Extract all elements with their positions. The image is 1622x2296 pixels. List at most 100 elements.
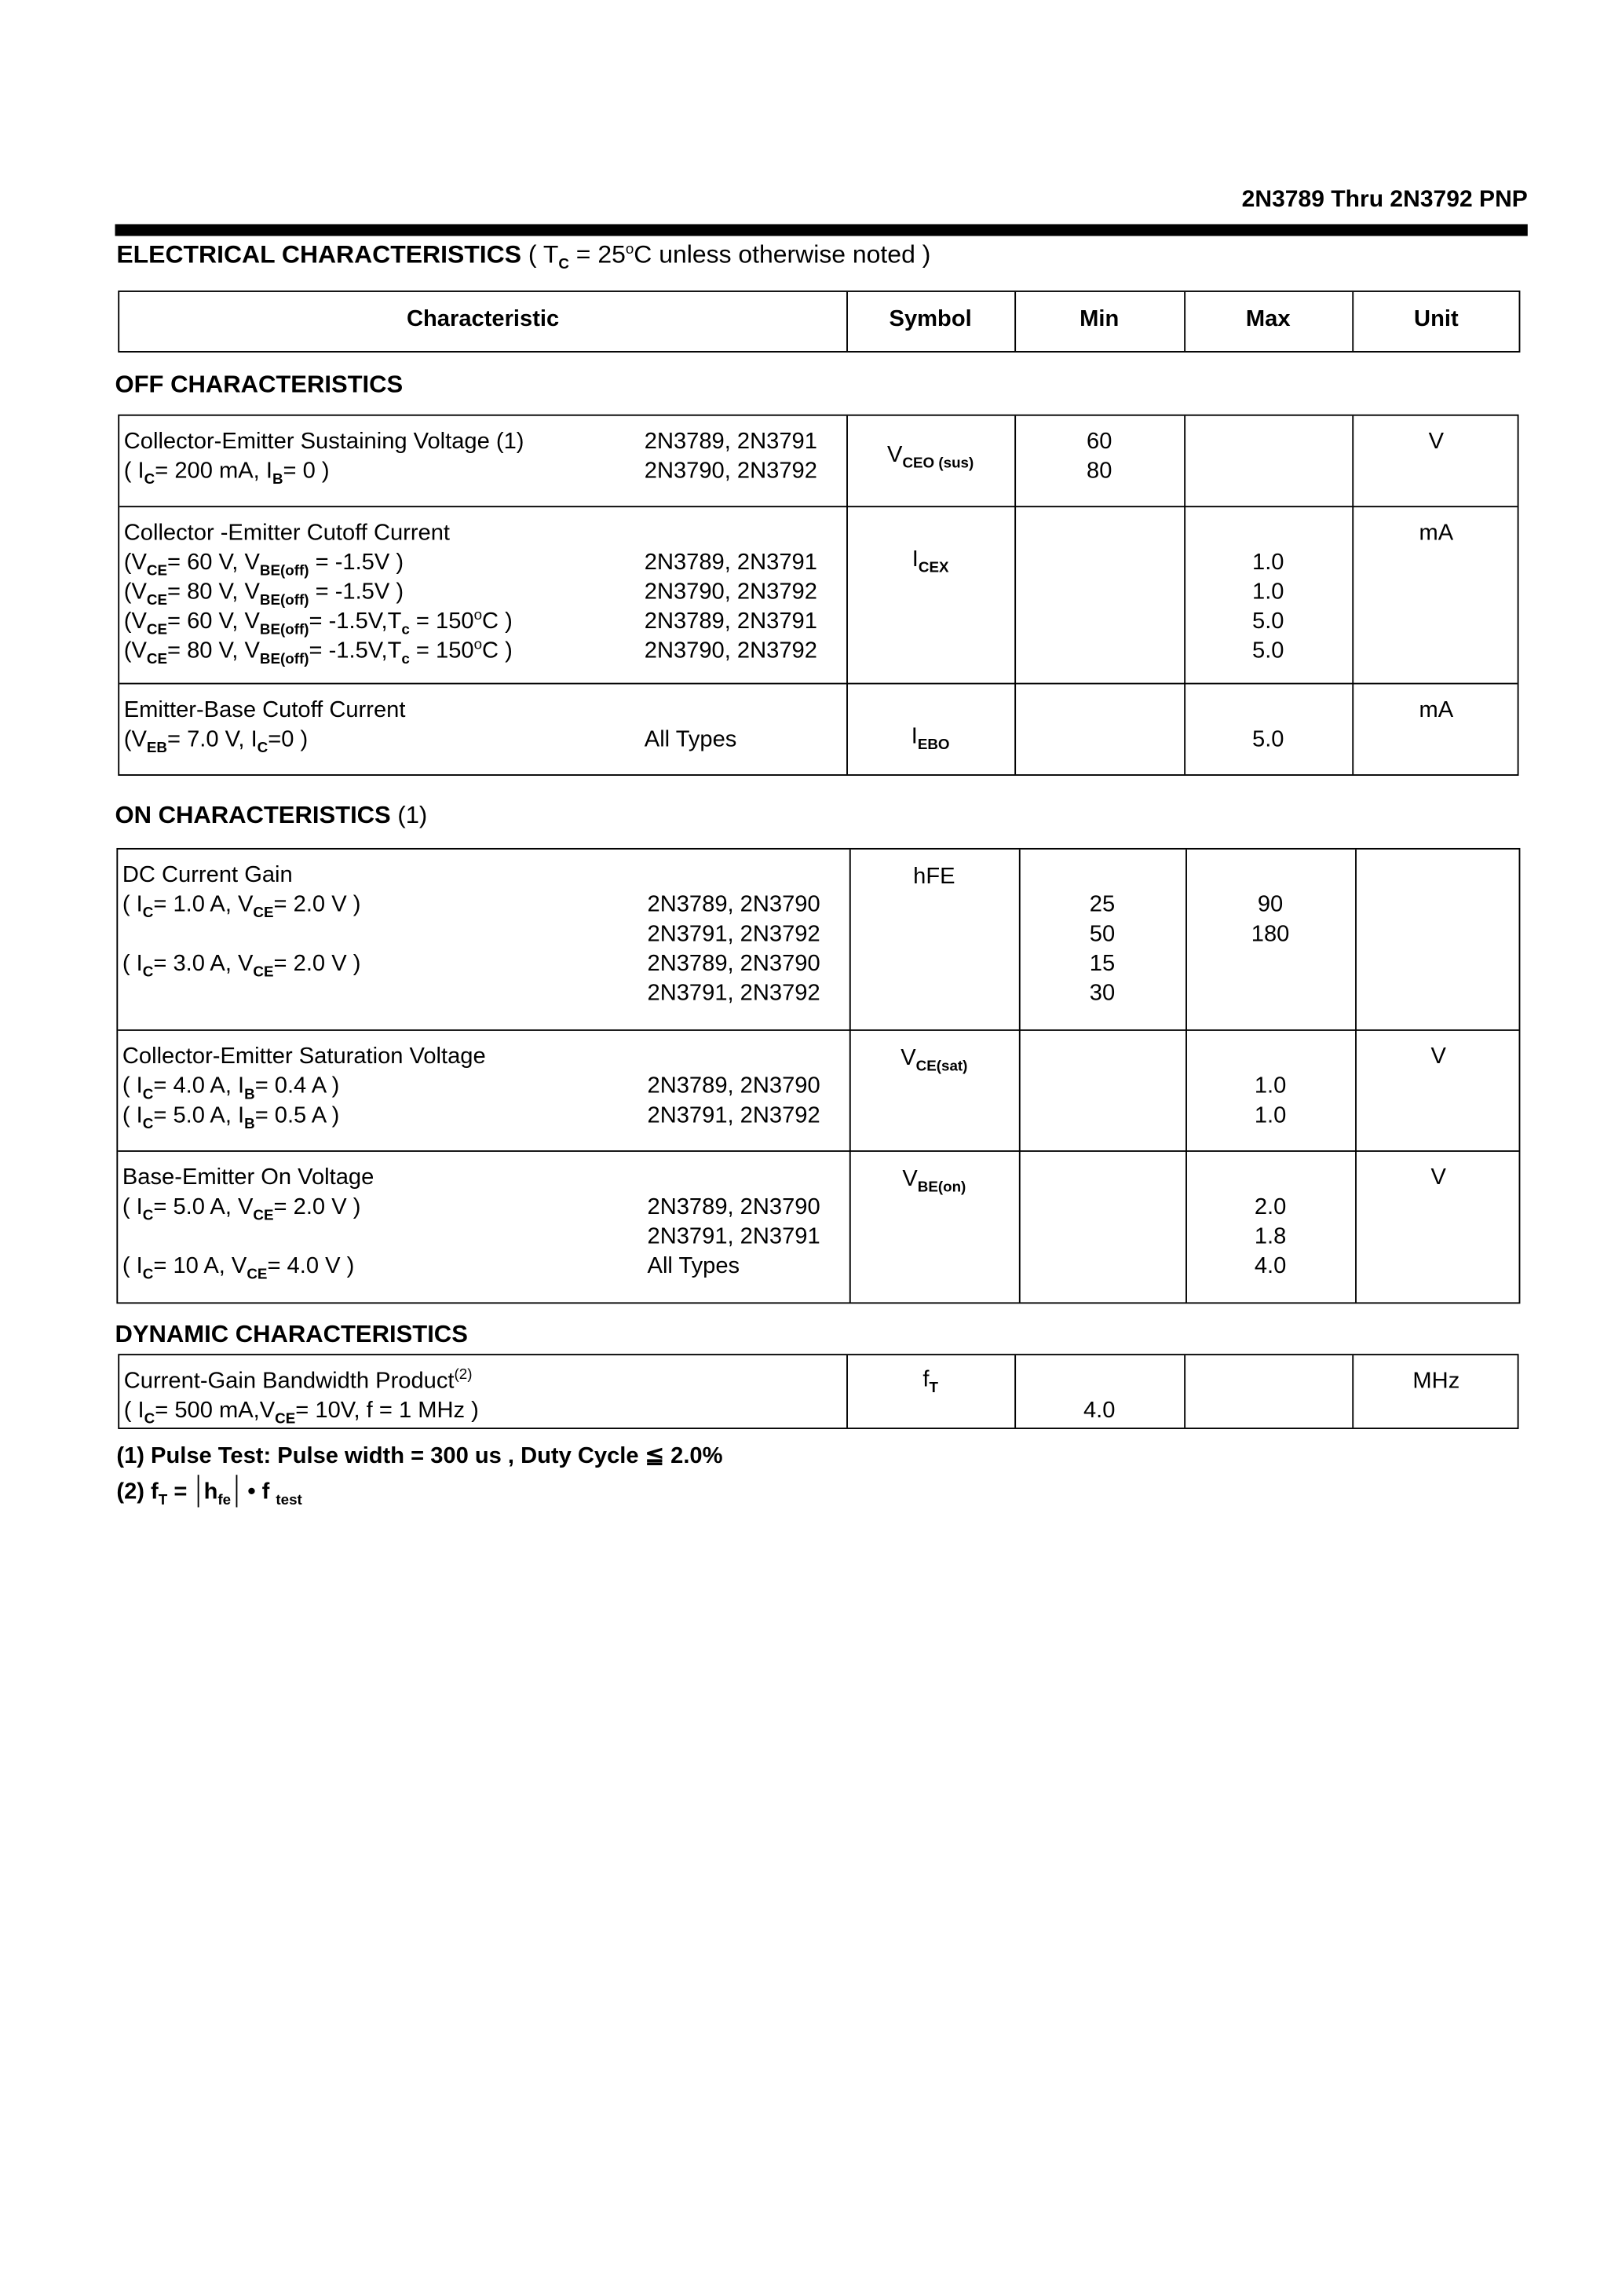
- subscript: CE: [146, 622, 167, 639]
- subscript: C: [144, 1411, 155, 1428]
- device-types-cell: All Types: [645, 696, 737, 755]
- text-segment: DC Current Gain: [122, 862, 293, 888]
- text-segment: Collector -Emitter Cutoff Current: [123, 521, 451, 546]
- device-types-cell: 2N3789, 2N3790 2N3791, 2N3791 All Types: [648, 1164, 820, 1281]
- subscript: CEO (sus): [902, 455, 974, 473]
- min-value: 15: [1089, 951, 1116, 977]
- table-row: Emitter-Base Cutoff Current (VEB= 7.0 V, …: [119, 682, 1520, 774]
- subscript: CE: [275, 1411, 296, 1428]
- device-type: 2N3790, 2N3792: [644, 638, 817, 664]
- max-value: [1184, 696, 1352, 726]
- subscript: T: [158, 1492, 168, 1509]
- characteristic-line: ( IC= 10 A, VCE= 4.0 V ): [122, 1252, 374, 1282]
- footnote-2: (2) fT = hfe • f test: [116, 1475, 302, 1509]
- text-segment: = -1.5V ): [309, 579, 404, 605]
- off-characteristics-title: OFF CHARACTERISTICS: [115, 371, 404, 399]
- text-segment: I: [911, 547, 919, 572]
- device-type: 2N3791, 2N3792: [647, 1102, 820, 1128]
- symbol: IEBO: [846, 722, 1014, 753]
- characteristic-line: ( IC= 500 mA,VCE= 10V, f = 1 MHz ): [124, 1397, 479, 1428]
- supscript: (2): [454, 1367, 473, 1384]
- subscript: test: [276, 1492, 302, 1509]
- max-value: 4.0: [1254, 1253, 1287, 1279]
- characteristic-line: (VCE= 80 V, VBE(off)= -1.5V,Tc = 150oC ): [124, 637, 513, 667]
- title-bold: ELECTRICAL CHARACTERISTICS: [116, 240, 522, 269]
- device-type: 2N3790, 2N3792: [644, 459, 817, 484]
- characteristic-line: ( IC= 200 mA, IB= 0 ): [124, 457, 524, 488]
- characteristic-cell: Collector-Emitter Sustaining Voltage (1)…: [124, 428, 524, 488]
- text-segment: = 0.5 A ): [254, 1102, 340, 1128]
- subscript: B: [272, 472, 283, 488]
- text-segment: = 80 V, V: [166, 579, 260, 605]
- text-segment: = 4.0 V ): [267, 1253, 355, 1279]
- column-divider: [1185, 849, 1187, 1303]
- characteristic-line: [122, 1223, 374, 1252]
- column-divider: [1014, 1355, 1017, 1428]
- col-max: Max: [1245, 306, 1291, 332]
- max-cell: 2.0 1.8 4.0: [1185, 1164, 1355, 1281]
- characteristic-line: ( IC= 3.0 A, VCE= 2.0 V ): [122, 950, 361, 980]
- header-rule: [115, 224, 1528, 236]
- text-segment: =0 ): [268, 726, 309, 752]
- device-types-cell: 2N3789, 2N3790 2N3791, 2N3792 2N3789, 2N37…: [648, 861, 820, 1009]
- device-type: 2N3789, 2N3791: [644, 550, 817, 576]
- max-value: [1185, 1164, 1355, 1194]
- device-type: All Types: [644, 726, 737, 752]
- text-segment: = 2.0 V ): [273, 1194, 361, 1220]
- unit-cell: mA: [1352, 696, 1520, 726]
- table-row: Collector -Emitter Cutoff Current (VCE= 6…: [119, 506, 1518, 682]
- text-segment: Base-Emitter On Voltage: [122, 1164, 374, 1190]
- text-segment: (2) f: [116, 1479, 159, 1504]
- unit-cell: MHz: [1352, 1367, 1520, 1397]
- subscript: C: [144, 472, 155, 488]
- max-cell: 5.0: [1184, 696, 1352, 755]
- text-segment: C unless otherwise noted ): [634, 240, 931, 269]
- part-number-title: 2N3789 Thru 2N3792 PNP: [1241, 187, 1528, 213]
- max-value: 5.0: [1252, 609, 1284, 634]
- symbol-cell: IEBO: [846, 722, 1014, 753]
- device-types-cell: 2N3789, 2N3791 2N3790, 2N3792: [645, 428, 817, 487]
- text-segment: Collector-Emitter Saturation Voltage: [122, 1044, 486, 1069]
- characteristic-line: ( IC= 5.0 A, IB= 0.5 A ): [122, 1102, 486, 1132]
- table-row: Current-Gain Bandwidth Product(2) ( IC= …: [119, 1355, 1518, 1428]
- text-segment: = 150: [409, 609, 474, 634]
- text-segment: = 5.0 A, V: [153, 1194, 254, 1220]
- text-segment: = 2.0 V ): [273, 951, 361, 977]
- text-segment: = 500 mA,V: [155, 1398, 276, 1424]
- column-divider: [1352, 1355, 1354, 1428]
- subscript: C: [142, 964, 154, 982]
- column-divider: [846, 1355, 848, 1428]
- device-type: 2N3791, 2N3792: [647, 921, 820, 947]
- symbol-cell: fT: [846, 1366, 1014, 1396]
- text-segment: = 200 mA, I: [155, 459, 272, 484]
- characteristic-line: Collector -Emitter Cutoff Current: [124, 519, 513, 549]
- text-segment: = -1.5V,T: [309, 609, 402, 634]
- max-cell: 1.0 1.0 5.0 5.0: [1184, 519, 1352, 667]
- device-type: [648, 861, 820, 891]
- supscript: o: [625, 242, 634, 258]
- table-row: Base-Emitter On Voltage ( IC= 5.0 A, VCE…: [118, 1150, 1519, 1302]
- text-segment: = 10 A, V: [153, 1253, 247, 1279]
- subscript: BE(on): [917, 1179, 966, 1197]
- max-value: 1.0: [1252, 579, 1284, 605]
- max-cell: 90 180: [1185, 861, 1355, 950]
- characteristic-line: Current-Gain Bandwidth Product(2): [124, 1367, 479, 1397]
- symbol-cell: ICEX: [846, 546, 1014, 576]
- subscript: CE: [146, 593, 167, 609]
- text-segment: ( I: [122, 892, 143, 918]
- characteristic-cell: DC Current Gain ( IC= 1.0 A, VCE= 2.0 V …: [122, 861, 361, 980]
- characteristic-line: ( IC= 5.0 A, VCE= 2.0 V ): [122, 1193, 374, 1223]
- subscript: BE(off): [259, 622, 309, 639]
- min-value: [1014, 1367, 1184, 1397]
- text-segment: ( I: [122, 1102, 143, 1128]
- text-segment: = 2.0 V ): [273, 892, 361, 918]
- text-segment: C ): [482, 638, 513, 664]
- on-title-note: (1): [397, 802, 428, 829]
- unit-cell: V: [1355, 1043, 1522, 1073]
- text-segment: (V: [123, 726, 147, 752]
- symbol-cell: VBE(on): [849, 1165, 1019, 1197]
- unit-cell: mA: [1352, 519, 1520, 549]
- symbol-cell: VCEO (sus): [846, 441, 1014, 471]
- unit-cell: V: [1352, 428, 1520, 458]
- characteristic-line: DC Current Gain: [122, 861, 361, 891]
